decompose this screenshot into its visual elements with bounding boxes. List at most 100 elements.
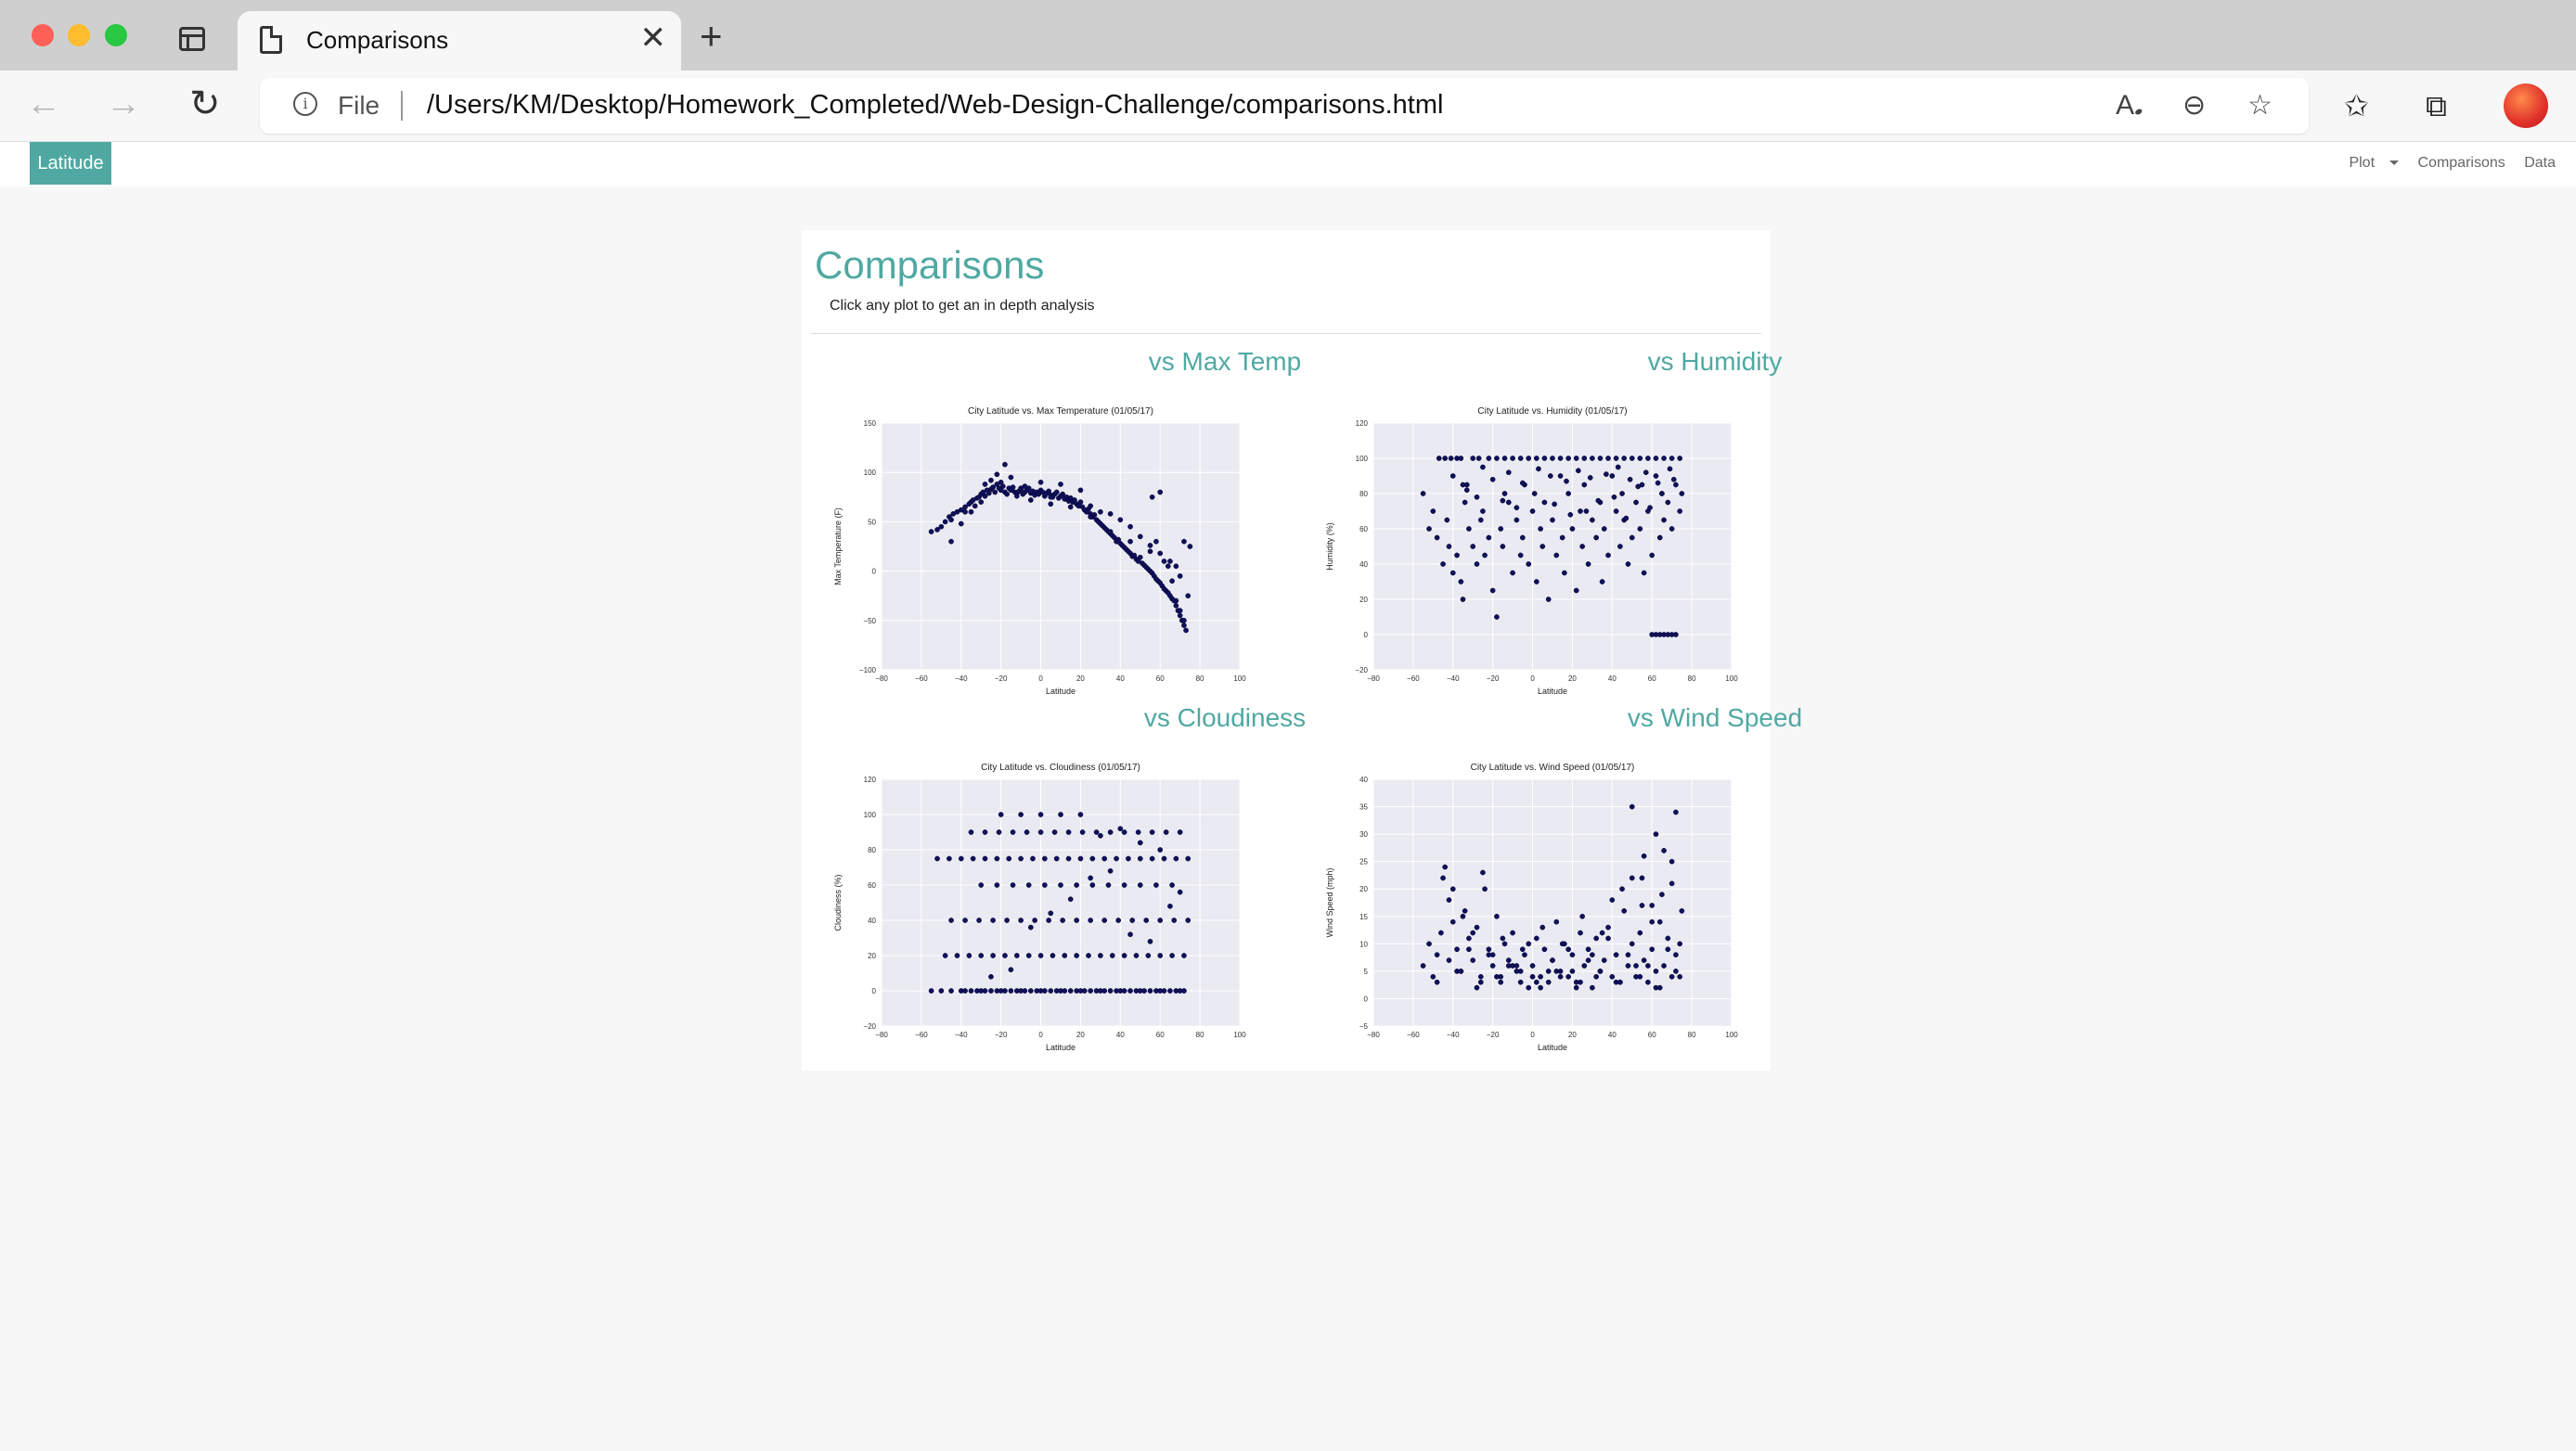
address-bar[interactable]: i File /Users/KM/Desktop/Homework_Comple… <box>260 78 2309 134</box>
data-point <box>1454 946 1460 953</box>
data-point <box>968 988 974 994</box>
url-text[interactable]: /Users/KM/Desktop/Homework_Completed/Web… <box>427 90 1444 120</box>
data-point <box>1098 953 1103 958</box>
brand-link[interactable]: Latitude <box>30 142 111 185</box>
data-point <box>1048 494 1054 500</box>
data-point <box>1477 973 1484 980</box>
nav-plot-label: Plot <box>2349 155 2376 171</box>
y-tick-label: 25 <box>1359 858 1368 867</box>
data-point <box>1127 988 1133 994</box>
data-point <box>1505 469 1512 476</box>
nav-plot-dropdown[interactable]: Plot <box>2334 155 2400 171</box>
data-point <box>1449 473 1456 479</box>
data-point <box>938 523 945 530</box>
close-tab-icon[interactable]: ✕ <box>639 20 667 56</box>
data-point <box>1458 969 1464 974</box>
data-point <box>1625 561 1631 567</box>
chart-title: City Latitude vs. Cloudiness (01/05/17) <box>981 763 1140 773</box>
data-point <box>1093 829 1100 835</box>
data-point <box>1032 918 1037 923</box>
data-point <box>1553 552 1560 559</box>
new-tab-icon[interactable]: + <box>700 14 723 58</box>
data-point <box>1510 456 1515 461</box>
minimize-window-button[interactable] <box>68 24 90 46</box>
nav-data-link[interactable]: Data <box>2524 155 2556 171</box>
collections-icon[interactable]: ⧉ <box>2426 89 2447 122</box>
y-tick-label: 15 <box>1359 913 1368 921</box>
favorites-icon[interactable]: ✩ <box>2344 89 2369 122</box>
data-point <box>1649 946 1655 953</box>
data-point <box>1641 570 1647 576</box>
data-point <box>1541 499 1548 506</box>
x-tick-label: 80 <box>1688 674 1696 683</box>
data-point <box>1137 554 1143 560</box>
data-point <box>990 484 996 491</box>
y-tick-label: 0 <box>1364 995 1369 1003</box>
data-point <box>1505 963 1512 969</box>
data-point <box>1010 484 1016 491</box>
data-point <box>1048 501 1054 507</box>
forward-arrow-icon[interactable]: → <box>106 84 141 123</box>
x-tick-label: −20 <box>995 674 1008 683</box>
data-point <box>1533 935 1539 942</box>
data-point <box>954 953 960 958</box>
data-point <box>1489 587 1496 594</box>
data-point <box>1141 988 1147 994</box>
maximize-window-button[interactable] <box>105 24 127 46</box>
data-point <box>1027 497 1034 503</box>
data-point <box>1077 487 1084 494</box>
max-temp-scatter-plot[interactable]: City Latitude vs. Max Temperature (01/05… <box>822 403 1305 696</box>
wind-speed-scatter-plot[interactable]: City Latitude vs. Wind Speed (01/05/17) −… <box>1314 759 1797 1052</box>
chart-title: City Latitude vs. Humidity (01/05/17) <box>1477 406 1627 417</box>
data-point <box>988 477 994 483</box>
nav-comparisons-link[interactable]: Comparisons <box>2417 155 2505 171</box>
data-point <box>1077 855 1084 862</box>
profile-avatar[interactable] <box>2504 83 2548 128</box>
data-point <box>1621 908 1628 914</box>
data-point <box>1053 855 1060 862</box>
data-point <box>1668 858 1675 865</box>
data-point <box>1659 491 1665 496</box>
zoom-out-icon[interactable]: ⊖ <box>2183 90 2207 121</box>
cloudiness-scatter-plot[interactable]: City Latitude vs. Cloudiness (01/05/17) −… <box>822 759 1305 1052</box>
data-point <box>1446 544 1452 549</box>
data-point <box>1538 984 1543 991</box>
data-point <box>1002 461 1008 468</box>
data-point <box>1145 953 1152 958</box>
read-aloud-icon[interactable]: A𝅘 <box>2116 90 2144 121</box>
data-point <box>982 829 988 835</box>
data-point <box>1545 597 1552 602</box>
info-icon[interactable]: i <box>293 92 317 116</box>
data-point <box>1494 973 1500 980</box>
data-point <box>1008 967 1014 973</box>
add-favorite-icon[interactable]: ☆ <box>2248 90 2273 121</box>
y-tick-label: 20 <box>1359 596 1368 604</box>
x-tick-label: 80 <box>1196 1031 1204 1039</box>
back-arrow-icon[interactable]: ← <box>26 84 61 123</box>
data-point <box>1656 534 1663 541</box>
data-point <box>1024 829 1030 835</box>
data-point <box>1673 969 1679 974</box>
y-tick-label: 0 <box>1364 631 1369 639</box>
x-tick-label: −80 <box>1367 1031 1380 1039</box>
data-point <box>1609 973 1616 980</box>
data-point <box>1089 882 1096 888</box>
close-window-button[interactable] <box>32 24 54 46</box>
data-point <box>1611 494 1617 500</box>
data-point <box>1656 918 1663 925</box>
data-point <box>1167 903 1173 909</box>
data-point <box>1169 882 1175 888</box>
data-point <box>1623 515 1629 521</box>
y-tick-label: 80 <box>1359 490 1368 498</box>
data-point <box>1597 456 1604 461</box>
data-point <box>966 953 972 958</box>
data-point <box>1641 853 1647 859</box>
reload-icon[interactable]: ↻ <box>189 83 221 124</box>
data-point <box>1065 855 1072 862</box>
data-point <box>1486 946 1492 953</box>
humidity-scatter-plot[interactable]: City Latitude vs. Humidity (01/05/17) −80… <box>1314 403 1797 696</box>
data-point <box>1161 988 1167 994</box>
browser-tab[interactable]: Comparisons ✕ <box>238 11 681 71</box>
data-point <box>1470 456 1476 461</box>
tab-actions-icon[interactable] <box>179 27 205 51</box>
